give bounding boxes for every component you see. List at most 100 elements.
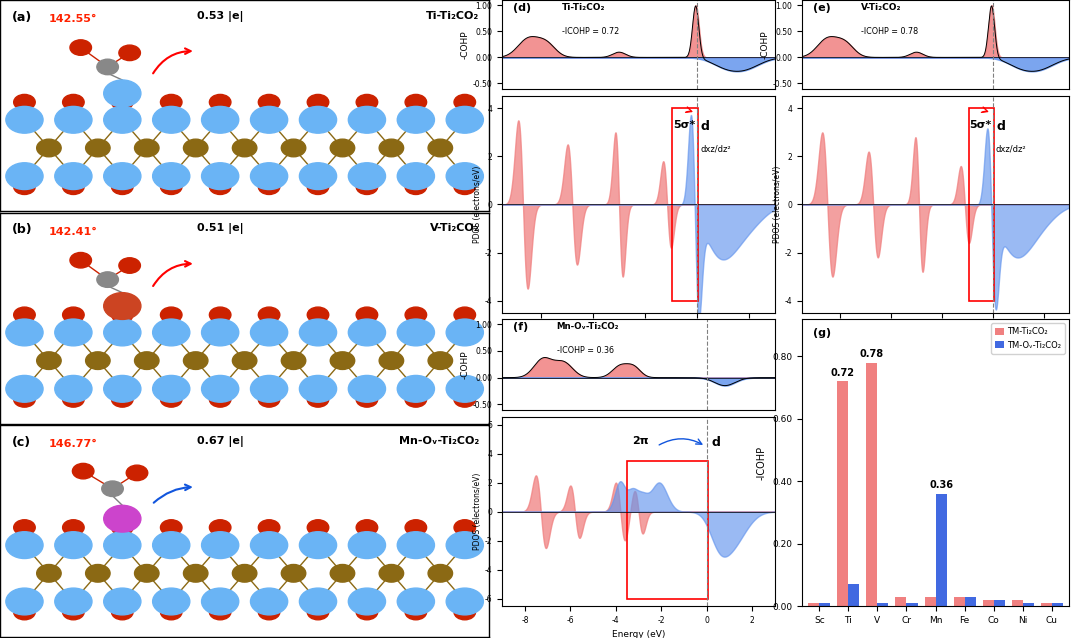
Circle shape xyxy=(161,604,183,619)
Circle shape xyxy=(356,94,378,110)
Bar xyxy=(983,600,994,606)
Circle shape xyxy=(63,520,84,535)
Circle shape xyxy=(161,392,183,407)
Text: (d): (d) xyxy=(513,3,531,13)
Circle shape xyxy=(258,94,280,110)
Circle shape xyxy=(55,163,92,189)
Text: 0.53 |e|: 0.53 |e| xyxy=(197,11,243,22)
Circle shape xyxy=(55,531,92,558)
Circle shape xyxy=(104,293,140,320)
Circle shape xyxy=(299,319,337,346)
Circle shape xyxy=(104,80,140,107)
Circle shape xyxy=(446,588,484,615)
Bar xyxy=(1041,603,1052,606)
Y-axis label: -COHP: -COHP xyxy=(461,350,470,378)
Circle shape xyxy=(307,604,328,619)
Circle shape xyxy=(299,375,337,402)
Circle shape xyxy=(349,107,386,133)
Circle shape xyxy=(111,94,133,110)
X-axis label: Energy (eV): Energy (eV) xyxy=(909,337,962,346)
Circle shape xyxy=(446,319,484,346)
Circle shape xyxy=(111,604,133,619)
Circle shape xyxy=(405,520,427,535)
Circle shape xyxy=(446,163,484,189)
Text: (a): (a) xyxy=(12,11,32,24)
Bar xyxy=(1012,600,1023,606)
Y-axis label: PDOS (electrons/eV): PDOS (electrons/eV) xyxy=(773,166,782,243)
Circle shape xyxy=(428,139,453,157)
Circle shape xyxy=(299,107,337,133)
Circle shape xyxy=(5,531,43,558)
Circle shape xyxy=(210,179,231,195)
Circle shape xyxy=(14,94,36,110)
Circle shape xyxy=(349,375,386,402)
Circle shape xyxy=(307,94,328,110)
Circle shape xyxy=(63,604,84,619)
Circle shape xyxy=(14,392,36,407)
Circle shape xyxy=(119,258,140,273)
Bar xyxy=(924,597,935,606)
Circle shape xyxy=(161,94,183,110)
Text: d: d xyxy=(997,121,1005,133)
Circle shape xyxy=(5,163,43,189)
Circle shape xyxy=(349,588,386,615)
Circle shape xyxy=(184,352,208,369)
Text: 2π: 2π xyxy=(632,436,648,446)
Circle shape xyxy=(251,588,287,615)
Circle shape xyxy=(135,139,159,157)
Bar xyxy=(808,603,820,606)
Text: 0.36: 0.36 xyxy=(929,480,953,490)
Circle shape xyxy=(454,604,475,619)
Circle shape xyxy=(251,107,287,133)
Text: (g): (g) xyxy=(812,328,831,338)
Circle shape xyxy=(454,520,475,535)
Circle shape xyxy=(5,588,43,615)
Bar xyxy=(895,597,906,606)
Circle shape xyxy=(72,463,94,479)
Circle shape xyxy=(210,604,231,619)
Circle shape xyxy=(446,107,484,133)
Bar xyxy=(866,362,877,606)
Circle shape xyxy=(349,163,386,189)
Circle shape xyxy=(405,307,427,323)
Text: Ti-Ti₂CO₂: Ti-Ti₂CO₂ xyxy=(563,3,606,11)
Legend: TM-Ti₂CO₂, TM-Oᵥ-Ti₂CO₂: TM-Ti₂CO₂, TM-Oᵥ-Ti₂CO₂ xyxy=(991,323,1065,353)
Circle shape xyxy=(5,107,43,133)
Circle shape xyxy=(14,307,36,323)
Circle shape xyxy=(55,107,92,133)
Circle shape xyxy=(210,307,231,323)
Circle shape xyxy=(97,272,119,287)
Circle shape xyxy=(454,179,475,195)
Bar xyxy=(1023,603,1034,606)
Circle shape xyxy=(202,163,239,189)
Circle shape xyxy=(307,392,328,407)
Circle shape xyxy=(14,520,36,535)
Text: Mn-Oᵥ-Ti₂CO₂: Mn-Oᵥ-Ti₂CO₂ xyxy=(557,322,619,330)
Bar xyxy=(820,603,831,606)
Circle shape xyxy=(397,375,434,402)
Text: 0.67 |e|: 0.67 |e| xyxy=(197,436,244,447)
Circle shape xyxy=(63,307,84,323)
Text: V-Ti₂CO₂: V-Ti₂CO₂ xyxy=(430,223,480,234)
Circle shape xyxy=(104,319,140,346)
Circle shape xyxy=(397,531,434,558)
Circle shape xyxy=(135,565,159,582)
Circle shape xyxy=(55,319,92,346)
Text: -ICOHP = 0.78: -ICOHP = 0.78 xyxy=(861,27,918,36)
Circle shape xyxy=(356,520,378,535)
Circle shape xyxy=(119,45,140,61)
Circle shape xyxy=(161,307,183,323)
Circle shape xyxy=(111,179,133,195)
Text: d: d xyxy=(701,121,710,133)
Circle shape xyxy=(85,352,110,369)
Circle shape xyxy=(111,392,133,407)
Circle shape xyxy=(152,163,190,189)
Circle shape xyxy=(135,352,159,369)
Y-axis label: -COHP: -COHP xyxy=(461,30,470,59)
Bar xyxy=(849,584,860,606)
Text: -ICOHP = 0.36: -ICOHP = 0.36 xyxy=(557,346,613,355)
Circle shape xyxy=(70,253,92,268)
Circle shape xyxy=(258,604,280,619)
Circle shape xyxy=(251,375,287,402)
Circle shape xyxy=(152,375,190,402)
